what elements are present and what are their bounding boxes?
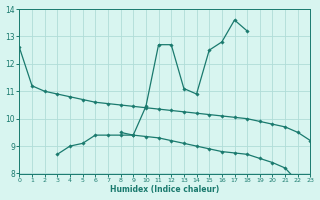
X-axis label: Humidex (Indice chaleur): Humidex (Indice chaleur) [110, 185, 220, 194]
